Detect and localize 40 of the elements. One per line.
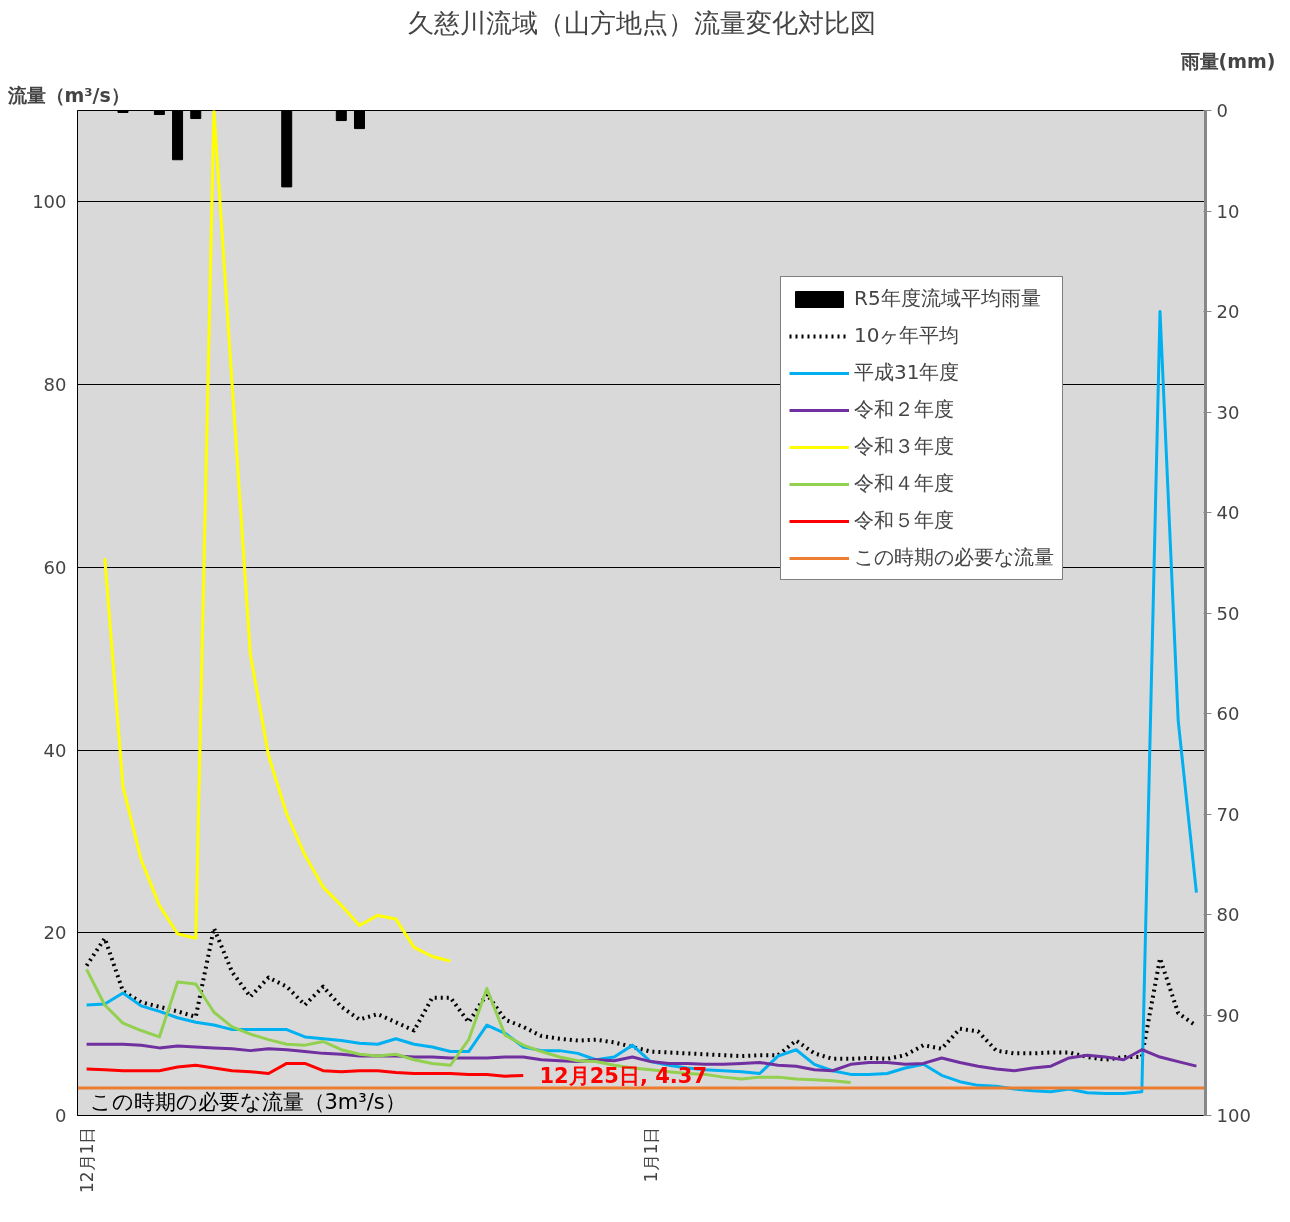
y2-tick-label: 10 (1216, 200, 1240, 222)
bar (153, 110, 165, 116)
x-tick-label: 1月1日 (640, 1126, 661, 1183)
y2-tick-label: 20 (1216, 301, 1240, 322)
line-series (85, 967, 853, 1085)
chart-title: 久慈川流域（山方地点）流量変化対比図 (407, 7, 876, 38)
legend-label: 令和２年度 (854, 396, 954, 423)
y2-tick-label: 100 (1216, 1105, 1251, 1126)
legend-label: 令和３年度 (854, 433, 954, 460)
bar (172, 110, 184, 161)
bar (335, 110, 347, 122)
bar (281, 110, 293, 188)
y2-tick-label: 0 (1216, 100, 1228, 121)
y2-tick-label: 80 (1216, 904, 1240, 925)
legend-label: 10ヶ年平均 (854, 322, 960, 349)
legend-label: この時期の必要な流量 (854, 544, 1054, 571)
line-series (103, 110, 452, 963)
bar (190, 110, 202, 120)
y2-tick-label: 60 (1216, 703, 1240, 724)
legend-label: 令和４年度 (854, 470, 954, 497)
y-tick-label: 0 (55, 1105, 67, 1126)
y-tick-label: 60 (43, 556, 67, 578)
legend-label: R5年度流域平均雨量 (854, 285, 1041, 312)
y2-tick-label: 40 (1216, 502, 1240, 523)
annotation: この時期の必要な流量（3m³/s） (89, 1089, 406, 1114)
line-series (85, 1061, 525, 1078)
y2-tick-label: 70 (1216, 803, 1240, 825)
y2-tick-label: 90 (1216, 1004, 1240, 1026)
y-tick-label: 80 (43, 374, 67, 396)
legend-label: 平成31年度 (854, 359, 960, 386)
x-tick-label: 12月1日 (76, 1126, 97, 1193)
y-tick-label: 20 (43, 922, 67, 944)
y-tick-label: 40 (43, 739, 67, 761)
y-axis-title: 流量（m³/s） (6, 83, 130, 106)
y2-axis-title: 雨量(mm) (1179, 49, 1276, 72)
legend-label: 令和５年度 (854, 507, 954, 534)
bar (354, 110, 365, 130)
y2-tick-label: 50 (1216, 602, 1240, 624)
y-tick-label: 100 (32, 191, 67, 213)
y2-tick-label: 30 (1216, 401, 1240, 423)
